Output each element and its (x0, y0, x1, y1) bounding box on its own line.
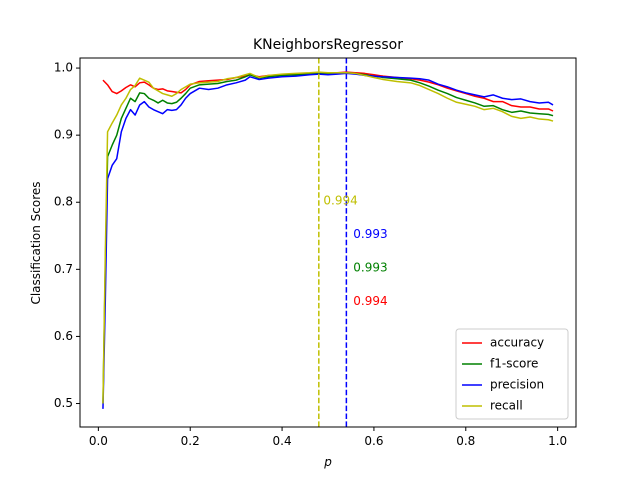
y-tick-label-5: 1.0 (54, 61, 73, 75)
x-tick-label-3: 0.6 (364, 434, 383, 448)
series-line-f1-score (102, 72, 554, 404)
legend-label-f1-score: f1-score (490, 357, 538, 371)
legend-label-recall: recall (490, 399, 523, 413)
x-tick-label-5: 1.0 (548, 434, 567, 448)
chart-title: KNeighborsRegressor (253, 37, 403, 53)
legend-label-accuracy: accuracy (490, 336, 544, 350)
y-tick-label-1: 0.6 (54, 329, 73, 343)
x-tick-label-1: 0.2 (181, 434, 200, 448)
legend-label-precision: precision (490, 378, 544, 392)
annotation-label-0: 0.994 (323, 193, 357, 207)
legend: accuracy f1-score precision recall (455, 328, 569, 420)
x-tick-label-0: 0.0 (89, 434, 108, 448)
plot-area: 0.994 0.993 0.993 0.994 0.0 0.2 0.4 0.6 0.8 1.0 0.… (54, 57, 577, 448)
x-tick-label-2: 0.4 (273, 434, 292, 448)
legend-box (455, 328, 569, 420)
axes-frame (79, 57, 577, 428)
y-axis-label: Classification Scores (29, 181, 43, 304)
series-line-recall (102, 71, 554, 404)
y-tick-label-3: 0.8 (54, 195, 73, 209)
x-axis-label: p (323, 455, 332, 469)
series-group (102, 58, 554, 427)
series-line-precision (102, 72, 554, 409)
annotation-label-2: 0.993 (353, 260, 387, 274)
annotation-label-1: 0.993 (353, 227, 387, 241)
x-tick-label-4: 0.8 (456, 434, 475, 448)
annotation-label-3: 0.994 (353, 294, 387, 308)
y-tick-label-4: 0.9 (54, 128, 73, 142)
y-tick-label-0: 0.5 (54, 396, 73, 410)
y-tick-label-2: 0.7 (54, 262, 73, 276)
